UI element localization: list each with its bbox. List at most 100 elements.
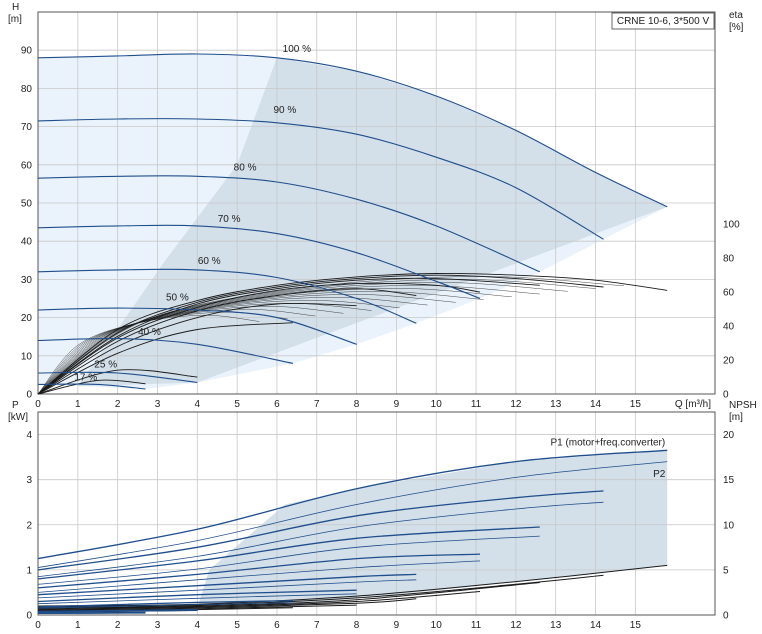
head-curve [37, 337, 294, 364]
plot-frame [37, 11, 716, 395]
x-tick-label: 13 [550, 620, 562, 631]
x-tick-label: 4 [195, 620, 201, 631]
x-tick-label: 10 [431, 399, 443, 410]
y-tick-label: 4 [26, 430, 32, 441]
efficiency-curve-interp [37, 306, 344, 395]
head-curve [37, 224, 481, 300]
head-curve [37, 175, 541, 273]
p1-curve [37, 599, 293, 608]
p2-curve [37, 560, 481, 593]
efficiency-curve-interp [37, 303, 372, 395]
y-tick-label: 90 [21, 46, 33, 57]
y-tick-label: 1 [26, 565, 32, 576]
x-tick-label: 14 [590, 620, 602, 631]
p2-label: P2 [653, 469, 666, 480]
p2-curve [37, 535, 540, 585]
x-tick-label: 7 [314, 620, 320, 631]
x-tick-label: 5 [234, 399, 240, 410]
curve-label: 17 % [74, 373, 97, 384]
curve-label: 100 % [283, 44, 311, 55]
y2-tick-label: 20 [723, 356, 735, 367]
curve-label: 60 % [198, 256, 221, 267]
efficiency-curve-interp [37, 285, 540, 395]
efficiency-curve [37, 282, 481, 395]
y2-tick-label: 60 [723, 288, 735, 299]
y-tick-label: 50 [21, 199, 33, 210]
p1-curve [37, 449, 668, 560]
y-axis-unit: [m] [8, 14, 22, 25]
x-tick-label: 2 [115, 399, 121, 410]
efficiency-curve-interp [37, 294, 456, 395]
p1-curve [37, 526, 540, 580]
x-tick-label: 11 [471, 399, 482, 410]
x-tick-label: 6 [274, 399, 280, 410]
npsh-curve [37, 604, 357, 611]
curve-label: 25 % [94, 359, 117, 370]
p2-curve [37, 602, 293, 609]
y-tick-label: 3 [26, 475, 32, 486]
y2-tick-label: 5 [723, 565, 729, 576]
p1-curve [37, 589, 357, 603]
efficiency-curve-interp [37, 279, 596, 395]
x-tick-label: 1 [75, 620, 81, 631]
p1-curve [37, 573, 417, 596]
npsh-curve [37, 582, 540, 609]
efficiency-curve [37, 277, 540, 395]
title-box [611, 12, 715, 30]
y-tick-label: 0 [26, 390, 32, 401]
x-tick-label: 12 [510, 620, 522, 631]
x-tick-label: 3 [155, 399, 161, 410]
y2-tick-label: 80 [723, 254, 735, 265]
y2-tick-label: 15 [723, 475, 735, 486]
x-tick-label: 8 [354, 399, 360, 410]
p1-curve [37, 612, 146, 614]
x-tick-label: 14 [590, 399, 602, 410]
efficiency-curve-interp [37, 308, 316, 395]
head-curve [37, 268, 417, 324]
npsh-curve [37, 598, 417, 611]
power-npsh-plot: 0 1 2 3 4 5 6 7 8 9 10 11 12 13 14 150123405101520P[kW]… [8, 400, 757, 631]
efficiency-curve [37, 322, 293, 395]
x-tick-label: 13 [550, 399, 562, 410]
y-tick-label: 0 [26, 611, 32, 622]
y-tick-label: 60 [21, 160, 33, 171]
efficiency-curve [37, 288, 417, 395]
efficiency-curve-interp [37, 291, 484, 395]
p2-curve [37, 579, 417, 599]
y2-axis-label: NPSH [729, 400, 757, 411]
y-tick-label: 70 [21, 122, 33, 133]
head-curve [37, 371, 198, 384]
y2-tick-label: 40 [723, 322, 735, 333]
curve-label: 70 % [218, 214, 241, 225]
y2-axis-unit: [%] [729, 22, 744, 33]
curve-label: 90 % [274, 105, 297, 116]
p1-label: P1 (motor+freq.converter) [550, 437, 665, 448]
x-tick-label: 1 [75, 399, 81, 410]
head-curve [37, 118, 604, 240]
y-axis-unit: [kW] [8, 412, 28, 423]
y2-tick-label: 20 [723, 430, 735, 441]
power-envelope [197, 450, 668, 609]
p2-curve [37, 593, 357, 605]
p1-curve [37, 608, 198, 613]
y-tick-label: 30 [21, 275, 33, 286]
npsh-curve [37, 564, 668, 607]
efficiency-curve-interp [37, 297, 428, 395]
x-axis-label: Q [m³/h] [675, 399, 711, 410]
efficiency-curve [37, 272, 668, 395]
x-tick-label: 3 [155, 620, 161, 631]
x-tick-label: 9 [394, 620, 400, 631]
plot-frame [37, 411, 716, 616]
y-tick-label: 40 [21, 237, 33, 248]
y-tick-label: 2 [26, 520, 32, 531]
y-axis-label: P [12, 400, 19, 411]
curve-label: 40 % [138, 327, 161, 338]
x-tick-label: 15 [630, 620, 642, 631]
x-tick-label: 4 [195, 399, 201, 410]
x-tick-label: 5 [234, 620, 240, 631]
npsh-curve [37, 591, 481, 610]
y-tick-label: 20 [21, 313, 33, 324]
efficiency-curve [37, 369, 198, 395]
x-tick-label: 8 [354, 620, 360, 631]
